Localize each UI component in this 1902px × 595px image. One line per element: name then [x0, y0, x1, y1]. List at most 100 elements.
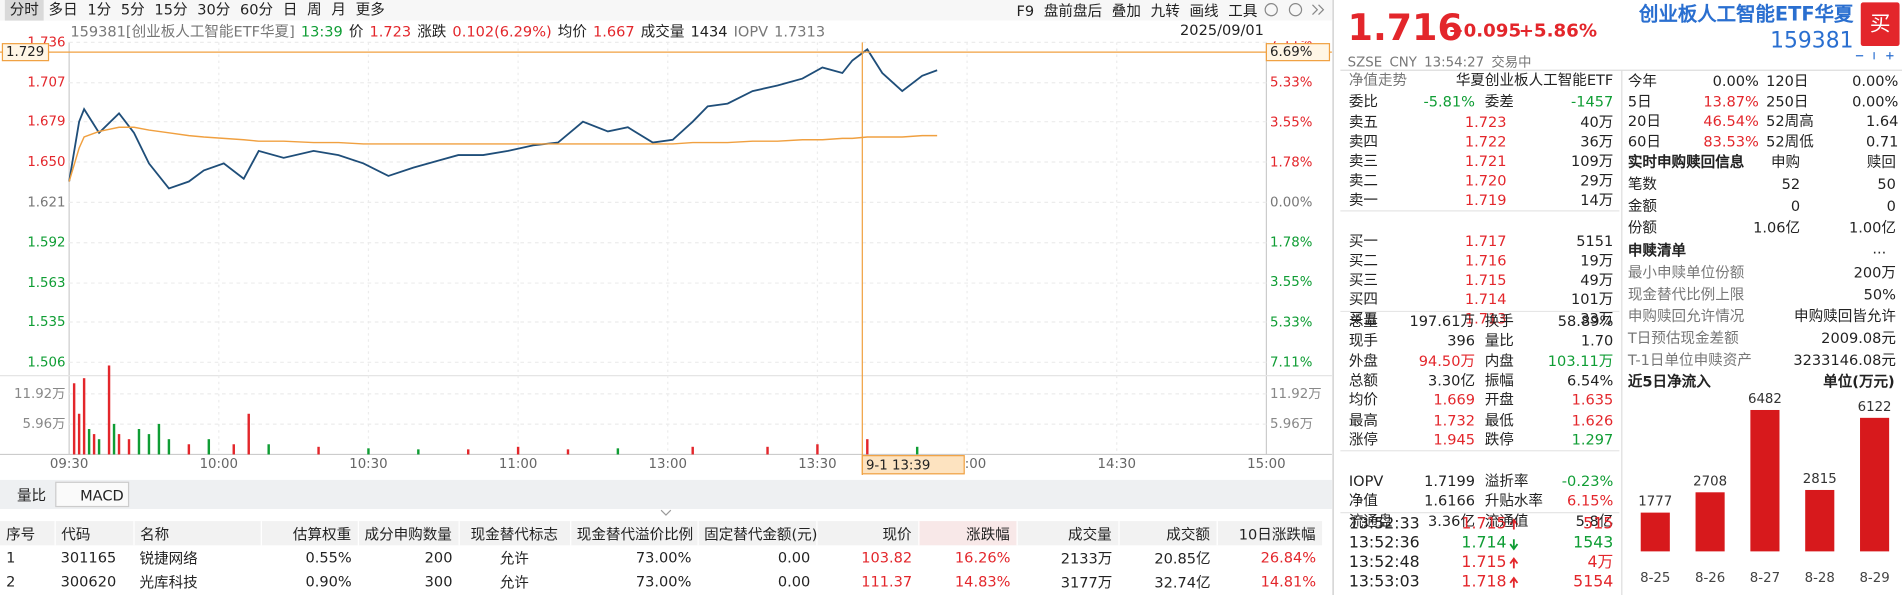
value: 6.15% [1567, 492, 1614, 510]
value: 1.635 [1571, 391, 1614, 409]
period-tab[interactable]: 多日 [48, 1, 78, 19]
more-button[interactable]: ... [1872, 239, 1887, 257]
table-header: 序号 代码 名称 估算权重 成分申购数量 现金替代标志 现金替代溢价比例 固定替代金额(元) 现… [0, 521, 1323, 546]
indicator-tabs: 量比 MACD [17, 485, 124, 506]
table-cell: 300620 [60, 573, 117, 591]
tool-button[interactable]: 九转 [1150, 2, 1180, 20]
period-tab[interactable]: 1分 [87, 1, 112, 19]
volume-bar [267, 444, 270, 455]
period-tab[interactable]: 月 [331, 1, 346, 19]
label: 换手 [1484, 312, 1514, 330]
inflow-bar [1640, 512, 1670, 552]
trade-volume: 4万 [1587, 553, 1614, 572]
volume-bar [866, 439, 869, 455]
column-header[interactable]: 成交额 [1118, 521, 1218, 546]
y2-tick-label: 5.33% [1270, 75, 1312, 90]
book-label: 买二 [1348, 252, 1378, 270]
tool-button[interactable]: 工具 [1228, 2, 1258, 20]
column-header[interactable]: 成交量 [1016, 521, 1120, 546]
volume-bar [247, 413, 250, 455]
book-price: 1.714 [1464, 290, 1507, 308]
label: 总额 [1348, 371, 1378, 389]
x-tick-label: 8-28 [1805, 571, 1835, 586]
book-price: 1.723 [1464, 113, 1507, 131]
column-header[interactable]: 序号 [0, 521, 56, 546]
column-header[interactable]: 固定替代金额(元) [697, 521, 817, 546]
label: T-1日单位申赎资产 [1627, 351, 1752, 369]
column-header[interactable]: 现金替代标志 [458, 521, 571, 546]
data-label: 6482 [1748, 392, 1782, 407]
column-header[interactable]: 现金替代溢价比例 [570, 521, 699, 546]
label: IOPV [1348, 472, 1384, 490]
column-header[interactable]: 10日涨跌幅 [1216, 521, 1323, 546]
tool-button[interactable]: 画线 [1189, 2, 1219, 20]
value: 0 [1886, 197, 1896, 215]
volume-bar [317, 446, 320, 455]
panel-icons[interactable] [1855, 52, 1894, 60]
column-header[interactable]: 现价 [816, 521, 919, 546]
book-label: 卖一 [1348, 191, 1378, 209]
column-header[interactable]: 成分申购数量 [357, 521, 460, 546]
buy-button-bg[interactable] [1860, 2, 1900, 47]
value: 2009.08元 [1821, 329, 1896, 347]
value: 94.50万 [1418, 352, 1476, 370]
indicator-tab[interactable]: 量比 [16, 487, 47, 505]
volume-bar [467, 449, 470, 455]
tool-button[interactable]: F9 [1016, 1, 1035, 19]
label: 份额 [1627, 219, 1657, 237]
volume-bar [97, 439, 101, 455]
y-tick-label: 11.92万 [14, 387, 66, 402]
period-tab[interactable]: 日 [282, 1, 298, 19]
tab-active-bg [55, 481, 130, 508]
period-tab[interactable]: 5分 [120, 1, 145, 19]
tool-button[interactable]: 盘前盘后 [1043, 2, 1103, 20]
book-label: 卖二 [1348, 172, 1378, 190]
x-tick-label: 10:30 [349, 457, 387, 472]
table-cell: 3177万 [1060, 573, 1113, 591]
fund-code: 159381 [1770, 27, 1854, 54]
date: 2025/09/01 [1180, 21, 1264, 39]
value: 3233146.08元 [1793, 351, 1896, 369]
y2-tick-label: 7.11% [1270, 355, 1312, 370]
column-header[interactable]: 估算权重 [260, 521, 359, 546]
collapse-icon[interactable] [660, 509, 672, 516]
status-bar: SZSE CNY 13:54:27 交易中 [1348, 52, 1532, 71]
column-header[interactable]: 名称 [133, 521, 262, 546]
buy-button[interactable]: 买 [1869, 12, 1891, 37]
table-cell: 2133万 [1060, 549, 1113, 567]
label: 外盘 [1348, 352, 1378, 370]
label: 委差 [1484, 93, 1514, 111]
table-row[interactable]: 2 300620 光库科技 0.90% 300 允许 73.00% 0.00 111.37 14.… [0, 570, 1322, 594]
tool-button[interactable]: 叠加 [1111, 2, 1141, 20]
table-cell: 14.83% [954, 573, 1011, 591]
help-icon[interactable] [1288, 3, 1303, 17]
period-tab[interactable]: 更多 [355, 1, 385, 19]
table-row[interactable]: 1 301165 锐捷网络 0.55% 200 允许 73.00% 0.00 103.82 16.… [0, 545, 1322, 569]
volume-bar [157, 423, 161, 455]
expand-icon[interactable] [1312, 4, 1325, 15]
period-tab[interactable]: 30分 [197, 1, 231, 19]
settings-icon[interactable] [1264, 3, 1278, 17]
book-price: 1.722 [1464, 133, 1507, 151]
volume-bar [417, 449, 420, 455]
label: IOPV [733, 22, 769, 40]
column-header[interactable]: 代码 [54, 521, 135, 546]
column-header[interactable]: 涨跌幅 [918, 521, 1018, 546]
table-cell: 允许 [499, 573, 529, 591]
last-price: 1.716 [1347, 7, 1463, 50]
book-label: 卖三 [1348, 152, 1378, 170]
period-tab[interactable]: 60分 [240, 1, 274, 19]
period-tab[interactable]: 周 [307, 1, 322, 19]
book-label: 卖五 [1348, 113, 1378, 131]
indicator-tab[interactable]: MACD [80, 486, 124, 504]
period-tab[interactable]: 15分 [154, 1, 188, 19]
table-cell: 301165 [60, 548, 117, 566]
label: 笔数 [1627, 175, 1657, 193]
label: 价 [348, 23, 364, 40]
period-tab[interactable]: 分时 [4, 0, 44, 21]
crosshair-box [861, 455, 965, 475]
label: 最小申赎单位份额 [1627, 264, 1745, 282]
value: 50% [1863, 285, 1896, 303]
